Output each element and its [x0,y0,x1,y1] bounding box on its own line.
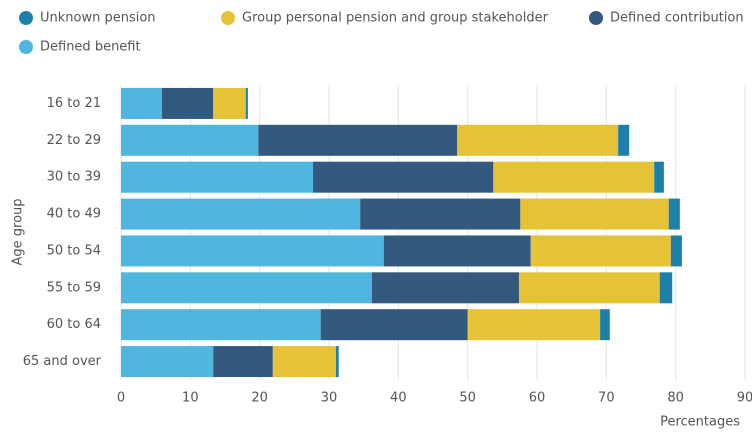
bar-segment [121,124,259,156]
bar-segment [121,87,162,119]
bar-segment [161,87,214,119]
bar-segment [320,309,468,341]
legend-marker [589,11,603,25]
legend-label: Unknown pension [40,11,156,26]
y-tick-label: 50 to 54 [47,243,101,258]
legend-marker [221,11,235,25]
bar-segment [121,235,384,267]
bar-segment [520,198,669,230]
bar-segment [530,235,671,267]
bar-segment [121,272,372,304]
x-tick-label: 0 [117,391,125,406]
bar-segment [258,124,458,156]
x-tick-label: 20 [251,391,268,406]
bar-segment [493,161,655,193]
y-tick-label: 55 to 59 [47,280,101,295]
bar-segment [121,198,361,230]
x-tick-label: 50 [459,391,476,406]
legend-label: Defined contribution [610,11,744,26]
y-tick-label: 22 to 29 [47,133,101,148]
bar-segment [313,161,494,193]
x-tick-label: 10 [182,391,199,406]
y-tick-label: 40 to 49 [47,207,101,222]
bar-segment [467,309,601,341]
bar-segment [371,272,519,304]
bar-segment [213,87,246,119]
bar-segment [618,124,630,156]
bar-segment [121,346,214,378]
bar-segment [383,235,531,267]
bar-segment [335,346,339,378]
legend-marker [19,40,33,54]
x-axis-label: Percentages [660,415,740,430]
x-tick-label: 70 [598,391,615,406]
x-tick-label: 80 [667,391,684,406]
bar-segment [518,272,660,304]
bar-segment [121,161,314,193]
bar-segment [668,198,680,230]
y-tick-label: 30 to 39 [47,170,101,185]
x-tick-label: 90 [737,391,752,406]
bar-segment [360,198,521,230]
y-tick-label: 16 to 21 [47,96,101,111]
bar-segment [245,87,248,119]
y-tick-label: 65 and over [23,354,102,369]
y-tick-label: 60 to 64 [47,317,101,332]
bar-segment [121,309,321,341]
bar-segment [272,346,336,378]
legend-label: Defined benefit [40,40,141,55]
bar-segment [659,272,673,304]
bar-segment [600,309,610,341]
bar-segment [457,124,619,156]
legend-marker [19,11,33,25]
x-tick-label: 40 [390,391,407,406]
y-axis-label: Age group [11,198,26,265]
bar-segment [670,235,682,267]
bar-segment [213,346,273,378]
bar-segment [654,161,664,193]
x-tick-label: 30 [321,391,338,406]
legend-label: Group personal pension and group stakeho… [242,11,549,26]
x-tick-label: 60 [529,391,546,406]
